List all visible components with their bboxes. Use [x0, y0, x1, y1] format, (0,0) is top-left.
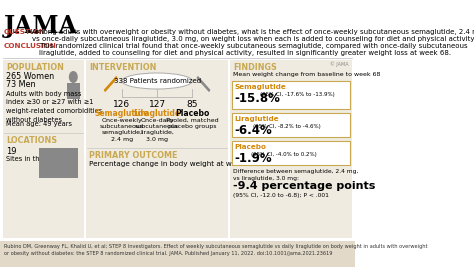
Polygon shape [196, 76, 210, 92]
Bar [232, 81, 350, 109]
Text: Semaglutide: Semaglutide [235, 84, 287, 90]
Text: Sites in the US: Sites in the US [6, 156, 55, 162]
Text: Once-weekly
subcutaneous
semaglutide,
2.4 mg: Once-weekly subcutaneous semaglutide, 2.… [100, 118, 144, 142]
Text: PRIMARY OUTCOME: PRIMARY OUTCOME [89, 151, 177, 160]
Text: (95% CI, -17.6% to -13.9%): (95% CI, -17.6% to -13.9%) [260, 92, 335, 97]
Text: Pooled, matched
placebo groups: Pooled, matched placebo groups [166, 118, 219, 129]
Text: -1.9%: -1.9% [235, 152, 273, 165]
Text: © JAMA: © JAMA [330, 61, 348, 67]
Text: Rubino DM, Greenway FL, Khalid U, et al; STEP 8 Investigators. Effect of weekly : Rubino DM, Greenway FL, Khalid U, et al;… [4, 244, 427, 256]
Text: (95% CI, -12.0 to -6.8); P < .001: (95% CI, -12.0 to -6.8); P < .001 [233, 193, 329, 198]
Bar [3, 60, 84, 238]
Text: 19: 19 [6, 147, 17, 156]
Text: Liraglutide: Liraglutide [134, 109, 181, 118]
Text: 127: 127 [148, 100, 165, 109]
Text: QUESTION: QUESTION [4, 29, 46, 35]
Bar [86, 60, 228, 238]
Text: Liraglutide: Liraglutide [235, 116, 280, 122]
Text: Mean weight change from baseline to week 68: Mean weight change from baseline to week… [233, 72, 381, 77]
Text: Once-daily
subcutaneous
liraglutide,
3.0 mg: Once-daily subcutaneous liraglutide, 3.0… [135, 118, 179, 142]
Text: Placebo: Placebo [175, 109, 210, 118]
Text: Mean age: 49 years: Mean age: 49 years [6, 121, 72, 127]
Text: 85: 85 [186, 100, 198, 109]
Text: 265 Women: 265 Women [6, 72, 54, 81]
Bar [0, 241, 355, 267]
Bar [232, 113, 350, 137]
Text: Difference between semaglutide, 2.4 mg,
vs liraglutide, 3.0 mg:: Difference between semaglutide, 2.4 mg, … [233, 169, 359, 181]
Text: 338 Patients randomized: 338 Patients randomized [113, 78, 201, 84]
Text: -15.8%: -15.8% [235, 92, 281, 105]
Text: CONCLUSION: CONCLUSION [4, 43, 56, 49]
Text: 73 Men: 73 Men [6, 80, 36, 89]
Text: POPULATION: POPULATION [6, 63, 64, 72]
Text: Among adults with overweight or obesity without diabetes, what is the effect of : Among adults with overweight or obesity … [32, 29, 474, 42]
Text: -9.4 percentage points: -9.4 percentage points [233, 181, 376, 191]
Text: This randomized clinical trial found that once-weekly subcutaneous semaglutide, : This randomized clinical trial found tha… [39, 43, 467, 56]
Text: LOCATIONS: LOCATIONS [6, 136, 57, 145]
Text: JAMA: JAMA [4, 14, 78, 38]
Text: FINDINGS: FINDINGS [233, 63, 277, 72]
Polygon shape [104, 76, 118, 92]
Text: (95% CI, -8.2% to -4.6%): (95% CI, -8.2% to -4.6%) [253, 124, 320, 129]
Text: Adults with body mass
index ≥30 or ≥27 with ≥1
weight-related comorbidities,
wit: Adults with body mass index ≥30 or ≥27 w… [6, 91, 104, 123]
Text: Placebo: Placebo [235, 144, 267, 150]
Bar [39, 148, 78, 178]
Text: INTERVENTION: INTERVENTION [89, 63, 156, 72]
Bar [232, 141, 350, 165]
Text: (95% CI, -4.0% to 0.2%): (95% CI, -4.0% to 0.2%) [251, 152, 317, 157]
Bar [230, 60, 352, 238]
Text: -6.4%: -6.4% [235, 124, 273, 137]
Bar [66, 83, 80, 99]
Text: Semaglutide: Semaglutide [95, 109, 149, 118]
Text: 126: 126 [113, 100, 130, 109]
Circle shape [69, 71, 78, 83]
Text: Percentage change in body weight at week 68: Percentage change in body weight at week… [89, 161, 256, 167]
Ellipse shape [122, 73, 192, 89]
